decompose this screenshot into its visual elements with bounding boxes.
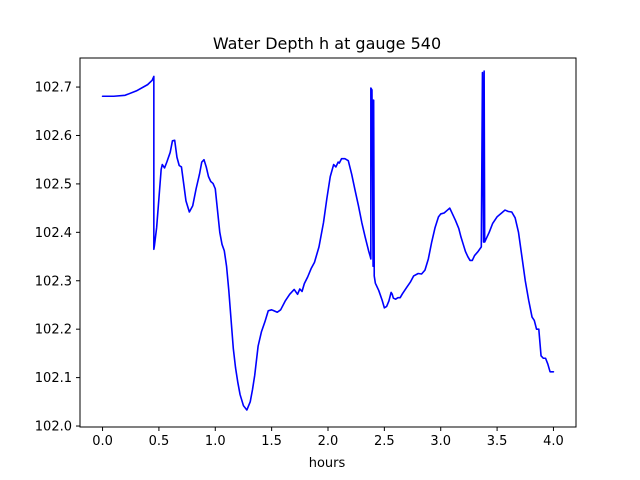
- x-tick-label: 0.0: [92, 434, 113, 449]
- y-tick-label: 102.4: [35, 226, 72, 241]
- plot-area: [79, 57, 577, 428]
- y-tick-label: 102.3: [35, 274, 72, 289]
- x-axis: 0.0 0.5 1.0 1.5 2.0 2.5 3.0 3.5 4.0: [92, 427, 564, 449]
- y-tick-label: 102.2: [35, 323, 72, 338]
- x-tick-label: 0.5: [149, 434, 170, 449]
- y-tick-label: 102.5: [35, 177, 72, 192]
- x-tick-label: 3.5: [487, 434, 508, 449]
- y-tick-label: 102.7: [35, 81, 72, 96]
- x-tick-label: 1.5: [261, 434, 282, 449]
- x-tick-label: 2.0: [318, 434, 339, 449]
- y-axis: 102.0 102.1 102.2 102.3 102.4 102.5 102.6 102.7: [35, 81, 80, 435]
- series-line-0: [101, 70, 555, 411]
- y-tick-label: 102.0: [35, 420, 72, 435]
- chart-title: Water Depth h at gauge 540: [213, 34, 441, 53]
- y-tick-label: 102.1: [35, 371, 72, 386]
- x-tick-label: 3.0: [430, 434, 451, 449]
- y-tick-label: 102.6: [35, 129, 72, 144]
- x-tick-label: 4.0: [543, 434, 564, 449]
- x-tick-label: 1.0: [205, 434, 226, 449]
- x-axis-label: hours: [309, 456, 346, 471]
- x-tick-label: 2.5: [374, 434, 395, 449]
